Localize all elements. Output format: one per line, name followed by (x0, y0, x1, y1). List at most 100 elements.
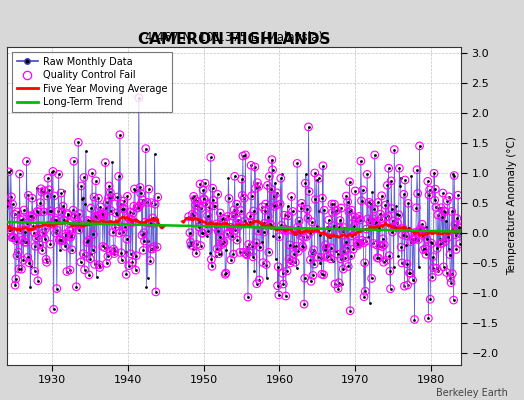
Point (32, 184, 41, 191)
Point (141, 146, 150, 152)
Point (363, 226, 371, 232)
Point (363, 171, 372, 178)
Point (137, 200, 146, 206)
Point (64, 212, 72, 218)
Point (151, 289, 160, 295)
Point (187, 239, 195, 245)
Point (373, 255, 381, 261)
Point (114, 221, 122, 227)
Point (226, 224, 234, 230)
Point (433, 245, 441, 252)
Point (5, 226, 14, 233)
Point (52, 217, 60, 223)
Point (29, 214, 37, 220)
Point (92, 178, 100, 184)
Point (206, 154, 215, 160)
Point (317, 254, 325, 261)
Point (324, 217, 333, 223)
Point (228, 233, 236, 240)
Point (450, 172, 458, 179)
Point (367, 275, 376, 282)
Point (126, 250, 135, 257)
Point (265, 249, 273, 256)
Point (20, 207, 28, 213)
Point (119, 198, 128, 204)
Point (5, 226, 14, 233)
Point (133, 204, 141, 211)
Point (184, 213, 193, 220)
Point (323, 254, 331, 260)
Point (9, 234, 18, 241)
Point (44, 175, 52, 181)
Point (307, 278, 315, 284)
Point (126, 209, 134, 215)
Point (228, 233, 236, 240)
Point (188, 211, 196, 217)
Point (15, 266, 23, 272)
Point (198, 230, 206, 236)
Point (146, 257, 155, 264)
Point (38, 247, 47, 254)
Point (259, 260, 267, 266)
Point (36, 199, 45, 206)
Point (148, 246, 156, 252)
Point (350, 223, 358, 230)
Point (100, 211, 108, 218)
Point (292, 264, 301, 271)
Point (309, 272, 317, 278)
Point (312, 226, 320, 232)
Point (371, 221, 379, 227)
Point (240, 195, 248, 202)
Point (65, 228, 73, 234)
Point (377, 192, 386, 199)
Point (275, 292, 283, 298)
Point (445, 251, 454, 258)
Point (400, 283, 409, 289)
Point (97, 211, 105, 218)
Point (102, 260, 111, 266)
Point (278, 171, 286, 177)
Point (361, 288, 369, 294)
Point (135, 95, 143, 101)
Point (265, 173, 274, 180)
Point (308, 218, 316, 225)
Point (119, 229, 127, 235)
Point (299, 244, 307, 250)
Point (403, 282, 412, 288)
Point (357, 198, 366, 204)
Point (380, 242, 388, 248)
Point (227, 256, 235, 263)
Point (188, 195, 196, 201)
Point (136, 184, 144, 190)
Point (389, 218, 397, 224)
Point (70, 158, 78, 164)
Point (242, 250, 250, 257)
Point (136, 190, 145, 196)
Point (8, 201, 17, 208)
Point (10, 211, 19, 217)
Point (299, 234, 308, 240)
Point (227, 256, 235, 263)
Point (437, 204, 445, 211)
Point (26, 212, 34, 219)
Point (34, 278, 42, 284)
Point (303, 206, 311, 212)
Point (185, 243, 193, 250)
Point (6, 226, 14, 233)
Point (89, 246, 97, 253)
Point (435, 204, 443, 211)
Point (237, 176, 246, 182)
Point (326, 256, 335, 262)
Point (302, 171, 310, 177)
Point (29, 223, 38, 230)
Point (376, 242, 384, 249)
Point (391, 224, 400, 230)
Point (14, 249, 23, 255)
Point (36, 199, 45, 206)
Point (441, 208, 449, 215)
Point (385, 165, 393, 172)
Point (39, 209, 48, 215)
Point (347, 207, 356, 214)
Point (59, 203, 67, 210)
Point (17, 217, 25, 223)
